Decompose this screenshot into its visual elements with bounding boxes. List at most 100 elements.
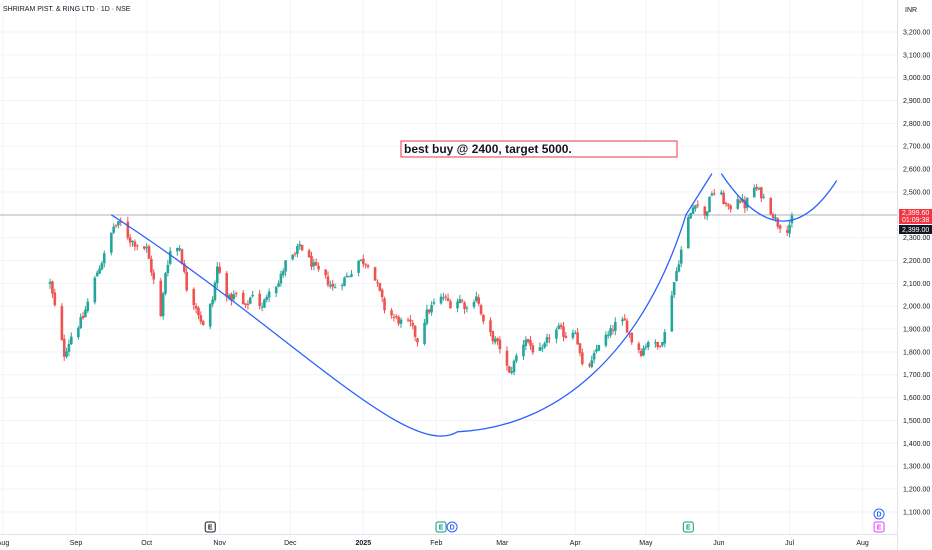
candle-body [248, 297, 252, 304]
time-tick-label: 2025 [356, 540, 372, 547]
candle-body [477, 297, 481, 304]
candle-body [628, 333, 631, 335]
candle-body [178, 248, 181, 250]
candle-body [152, 272, 156, 280]
candle-body [691, 207, 695, 214]
candle-body [112, 226, 115, 233]
candle-body [656, 342, 659, 347]
earnings-marker[interactable] [873, 521, 885, 533]
price-tick-label: 1,800.00 [903, 349, 930, 356]
candle-body [131, 240, 134, 242]
price-tick-label: 1,200.00 [903, 486, 930, 493]
candle-body [208, 303, 212, 327]
last-price-label: 2,399.60 [902, 210, 929, 217]
annotation-text: best buy @ 2400, target 5000. [404, 142, 572, 156]
candle-body [324, 269, 327, 276]
symbol-title: SHRIRAM PIST. & RING LTD · 1D · NSE [3, 6, 131, 13]
candle-body [614, 321, 617, 331]
earnings-marker[interactable] [204, 521, 216, 533]
candle-body [425, 309, 429, 324]
candle-body [439, 296, 443, 304]
candle-body [592, 353, 596, 360]
candle-body [595, 349, 598, 352]
candle-body [281, 271, 285, 276]
candle-body [637, 343, 641, 350]
candle-body [788, 224, 791, 234]
candle-body [298, 244, 302, 247]
candle-body [576, 332, 579, 345]
candle-body [762, 196, 765, 198]
earnings-marker[interactable] [435, 521, 447, 533]
candle-body [752, 187, 756, 198]
candle-body [147, 246, 151, 259]
candle-body [340, 285, 344, 287]
price-tick-label: 3,200.00 [903, 29, 930, 36]
candle-body [512, 360, 516, 373]
candle-body [284, 260, 287, 272]
candle-body [329, 285, 332, 287]
price-tick-label: 1,600.00 [903, 395, 930, 402]
candle-body [774, 217, 777, 219]
candle-body [258, 293, 261, 306]
grid-layer [0, 0, 897, 534]
candle-body [317, 265, 320, 270]
candle-body [413, 325, 417, 337]
annotation-box[interactable]: best buy @ 2400, target 5000. [400, 140, 678, 158]
candle-body [498, 339, 502, 350]
candle-body [496, 338, 499, 341]
candle-body [378, 283, 382, 291]
candle-body [102, 253, 106, 264]
dividend-marker[interactable] [446, 521, 458, 533]
candle-body [161, 293, 165, 317]
candle-body [267, 291, 271, 298]
price-tick-label: 2,100.00 [903, 281, 930, 288]
candle-body [708, 196, 711, 213]
candle-body [347, 276, 351, 278]
candle-body [48, 281, 52, 284]
dividend-marker[interactable] [873, 508, 885, 520]
candle-body [307, 250, 311, 258]
candle-body [300, 244, 304, 251]
candle-body [606, 334, 610, 336]
time-tick-label: Jun [713, 540, 724, 547]
annotation-border [400, 140, 678, 158]
candle-body [180, 249, 184, 264]
candle-body [114, 225, 118, 227]
candle-body [694, 205, 697, 209]
candle-body [722, 192, 725, 205]
candle-body [383, 298, 386, 311]
candle-body [644, 346, 648, 348]
candle-body [373, 267, 377, 281]
candle-body [230, 293, 233, 301]
candle-body [364, 264, 367, 266]
candle-body [588, 364, 591, 366]
candle-body [529, 340, 532, 346]
candle-body [545, 337, 549, 343]
candle-body [493, 338, 497, 343]
price-tick-label: 3,100.00 [903, 52, 930, 59]
price-axis[interactable]: 3,200.00 3,100.00 3,000.00 2,900.00 2,800.00… [903, 29, 930, 516]
earnings-marker-label: E [877, 525, 882, 532]
candle-body [135, 245, 139, 247]
candle-body [625, 320, 629, 333]
candle-body [703, 206, 707, 216]
candle-body [646, 342, 650, 348]
candle-body [234, 293, 238, 295]
candle-body [573, 332, 577, 334]
candle-body [390, 310, 393, 316]
candle-body [526, 338, 530, 342]
candle-body [343, 277, 346, 286]
handle-curve[interactable] [720, 173, 838, 222]
time-axis[interactable]: Aug Sep Oct Nov Dec 2025 Feb Mar Apr May Jun Jul Aug [0, 540, 869, 547]
earnings-marker[interactable] [682, 521, 694, 533]
time-tick-label: Jul [785, 540, 794, 547]
candle-body [581, 352, 584, 365]
candle-body [232, 294, 236, 300]
candle-body [277, 283, 280, 287]
candle-body [241, 292, 245, 305]
candle-body [423, 322, 426, 344]
candle-body [590, 360, 594, 368]
cup-curve[interactable] [110, 173, 713, 437]
